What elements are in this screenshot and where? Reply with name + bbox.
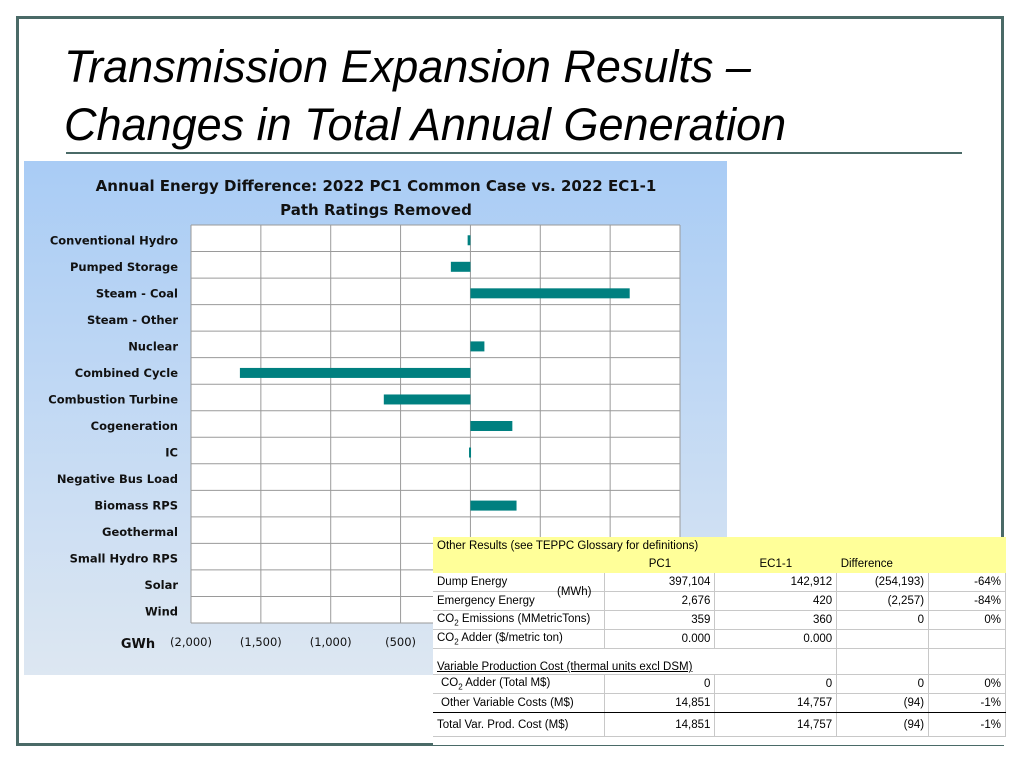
title-underline <box>66 152 962 154</box>
category-label: Combustion Turbine <box>48 392 178 406</box>
bar <box>467 235 471 246</box>
bar <box>383 394 471 405</box>
cell-pc1: 14,851 <box>604 693 716 713</box>
table-row: CO2 Emissions (MMetricTons) 359 360 0 0% <box>433 610 1006 630</box>
table-row: Dump Energy 397,104 142,912 (254,193) -6… <box>433 573 1006 592</box>
results-table: Other Results (see TEPPC Glossary for de… <box>433 537 1006 737</box>
cell-ec1: 142,912 <box>714 573 838 592</box>
cell-pct: 0% <box>928 610 1006 630</box>
slide-title-line2: Changes in Total Annual Generation <box>64 99 787 150</box>
x-tick-label: (2,000) <box>170 635 212 649</box>
table-row: CO2 Adder (Total M$) 0 0 0 0% <box>433 674 1006 694</box>
bar <box>470 288 630 299</box>
slide-title-line1: Transmission Expansion Results – <box>64 41 751 92</box>
cell-pct: -1% <box>928 693 1006 713</box>
x-tick-label: (1,500) <box>240 635 282 649</box>
row-label: Total Var. Prod. Cost (M$) <box>433 712 606 737</box>
chart-title: Annual Energy Difference: 2022 PC1 Commo… <box>26 174 726 222</box>
cell-pc1: 397,104 <box>604 573 716 592</box>
cell-ec1: 0.000 <box>714 629 838 649</box>
x-unit-label: GWh <box>121 637 155 652</box>
chart-title-line2: Path Ratings Removed <box>280 201 472 219</box>
category-label: Pumped Storage <box>70 260 178 274</box>
bar <box>469 447 472 458</box>
cell-diff: (94) <box>836 693 930 713</box>
table-section-row: Variable Production Cost (thermal units … <box>433 648 1006 675</box>
cell-pct: 0% <box>928 674 1006 694</box>
x-tick-label: (500) <box>385 635 416 649</box>
category-label: Conventional Hydro <box>50 233 178 247</box>
cell-diff: (94) <box>836 712 930 737</box>
slide-title: Transmission Expansion Results – Changes… <box>64 38 964 154</box>
category-label: Steam - Coal <box>96 286 178 300</box>
cell-pc1: 359 <box>604 610 716 630</box>
cell-diff: (2,257) <box>836 591 930 611</box>
cell-pct: -1% <box>928 712 1006 737</box>
category-label: Combined Cycle <box>75 366 178 380</box>
cell-diff: 0 <box>836 610 930 630</box>
bar <box>470 341 485 352</box>
category-label: Solar <box>144 578 178 592</box>
table-row: Emergency Energy 2,676 420 (2,257) -84% <box>433 591 1006 611</box>
category-label: Geothermal <box>102 525 178 539</box>
results-table-panel: Other Results (see TEPPC Glossary for de… <box>433 537 1006 745</box>
bar <box>470 500 517 511</box>
section-title: Variable Production Cost (thermal units … <box>433 648 715 675</box>
row-label: CO2 Adder (Total M$) <box>433 674 606 694</box>
cell-pct: -64% <box>928 573 1006 592</box>
category-label: Cogeneration <box>91 419 178 433</box>
cell-ec1: 360 <box>714 610 838 630</box>
cell-ec1: 14,757 <box>714 712 838 737</box>
row-label: Other Variable Costs (M$) <box>433 693 606 713</box>
column-pc1: PC1 <box>604 555 715 573</box>
cell-diff: 0 <box>836 674 930 694</box>
cell-pc1: 0.000 <box>604 629 716 649</box>
chart-title-line1: Annual Energy Difference: 2022 PC1 Commo… <box>95 177 657 195</box>
row-label: CO2 Emissions (MMetricTons) <box>433 610 606 630</box>
row-label: CO2 Adder ($/metric ton) <box>433 629 606 649</box>
row-label: Dump Energy <box>433 573 606 592</box>
table-header-row: Other Results (see TEPPC Glossary for de… <box>433 537 1006 555</box>
cell-ec1: 0 <box>714 674 838 694</box>
category-label: Wind <box>145 605 178 619</box>
category-label: Small Hydro RPS <box>70 552 178 566</box>
mwh-unit-note: (MWh) <box>557 586 592 598</box>
cell-ec1: 420 <box>714 591 838 611</box>
bar <box>450 261 471 272</box>
table-row: Other Variable Costs (M$) 14,851 14,757 … <box>433 693 1006 713</box>
category-label: IC <box>165 446 178 460</box>
cell-pc1: 14,851 <box>604 712 716 737</box>
category-label: Biomass RPS <box>94 499 178 513</box>
table-header: Other Results (see TEPPC Glossary for de… <box>433 537 1006 555</box>
cell-diff <box>836 629 930 649</box>
table-column-row: PC1 EC1-1 Difference <box>433 555 1006 573</box>
cell-diff: (254,193) <box>836 573 930 592</box>
table-total-row: Total Var. Prod. Cost (M$) 14,851 14,757… <box>433 712 1006 737</box>
cell-pc1: 2,676 <box>604 591 716 611</box>
bar <box>239 367 471 378</box>
column-ec1-1: EC1-1 <box>714 555 837 573</box>
x-tick-label: (1,000) <box>310 635 352 649</box>
table-row: CO2 Adder ($/metric ton) 0.000 0.000 <box>433 629 1006 649</box>
cell-pct <box>928 629 1006 649</box>
column-difference: Difference <box>836 555 929 573</box>
category-label: Steam - Other <box>87 313 178 327</box>
bar <box>470 421 513 431</box>
category-label: Nuclear <box>128 339 178 353</box>
row-label: Emergency Energy <box>433 591 606 611</box>
cell-pct: -84% <box>928 591 1006 611</box>
cell-ec1: 14,757 <box>714 693 838 713</box>
category-label: Negative Bus Load <box>57 472 178 486</box>
cell-pc1: 0 <box>604 674 716 694</box>
